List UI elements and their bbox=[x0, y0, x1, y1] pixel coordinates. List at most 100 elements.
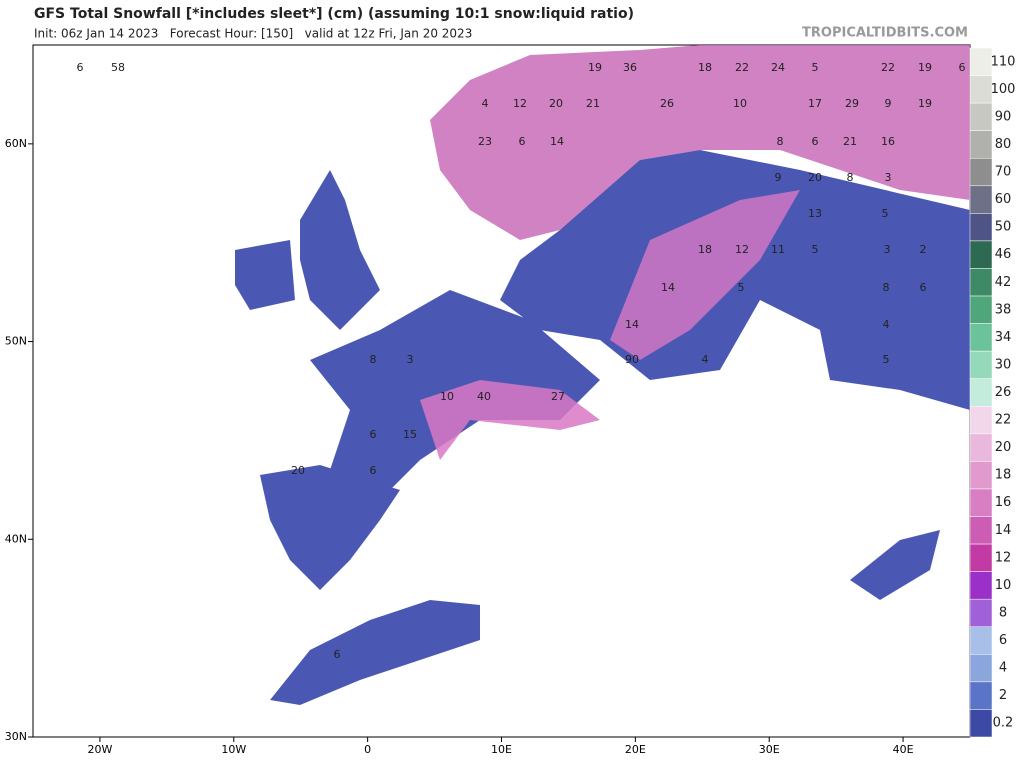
colorbar-cell bbox=[969, 543, 993, 572]
snow-amount: 27 bbox=[551, 390, 565, 403]
x-tick-label: 10E bbox=[491, 743, 512, 756]
colorbar-label: 8 bbox=[999, 605, 1007, 620]
colorbar-cell bbox=[969, 47, 993, 76]
snow-region bbox=[420, 380, 600, 460]
snow-amount: 15 bbox=[403, 428, 417, 441]
y-tick-label: 40N bbox=[5, 532, 27, 545]
colorbar-label: 6 bbox=[999, 633, 1007, 648]
snow-amount: 3 bbox=[407, 353, 414, 366]
colorbar-label: 14 bbox=[995, 523, 1012, 538]
colorbar-label: 4 bbox=[999, 661, 1007, 676]
snow-amount: 24 bbox=[771, 61, 785, 74]
snow-amount: 5 bbox=[882, 207, 889, 220]
snow-amount: 16 bbox=[881, 135, 895, 148]
colorbar-label: 100 bbox=[991, 82, 1016, 97]
colorbar-label: 60 bbox=[995, 192, 1012, 207]
snow-amount: 19 bbox=[918, 61, 932, 74]
colorbar-label: 10 bbox=[995, 578, 1012, 593]
snow-amount: 21 bbox=[843, 135, 857, 148]
colorbar-label: 110 bbox=[991, 54, 1016, 69]
snow-amount: 8 bbox=[847, 171, 854, 184]
snow-region bbox=[430, 45, 970, 240]
colorbar-label: 50 bbox=[995, 220, 1012, 235]
x-tick-label: 20E bbox=[625, 743, 646, 756]
snow-region bbox=[610, 190, 800, 360]
snow-amount: 18 bbox=[698, 243, 712, 256]
snow-amount: 8 bbox=[883, 281, 890, 294]
snow-amount: 12 bbox=[735, 243, 749, 256]
snow-amount: 6 bbox=[334, 648, 341, 661]
snow-amount: 9 bbox=[775, 171, 782, 184]
snow-amount: 23 bbox=[478, 135, 492, 148]
snow-amount: 26 bbox=[660, 97, 674, 110]
snow-amount: 8 bbox=[370, 353, 377, 366]
snow-amount: 29 bbox=[845, 97, 859, 110]
colorbar-cell bbox=[969, 157, 993, 187]
colorbar-label: 46 bbox=[995, 247, 1012, 262]
colorbar-label: 90 bbox=[995, 109, 1012, 124]
colorbar-cell bbox=[969, 213, 993, 242]
colorbar-cell bbox=[969, 350, 993, 379]
snow-amount: 6 bbox=[370, 464, 377, 477]
snow-amount: 10 bbox=[733, 97, 747, 110]
snow-amount: 4 bbox=[482, 97, 489, 110]
colorbar-label: 70 bbox=[995, 165, 1012, 180]
colorbar-cell bbox=[969, 75, 993, 104]
snow-amount: 20 bbox=[808, 171, 822, 184]
colorbar-label: 16 bbox=[995, 495, 1012, 510]
snow-amount: 6 bbox=[920, 281, 927, 294]
snow-amount: 11 bbox=[771, 243, 785, 256]
colorbar: 1101009080706050464238343026222018161412… bbox=[969, 47, 1016, 738]
x-tick-label: 10W bbox=[221, 743, 246, 756]
snow-amount: 12 bbox=[513, 97, 527, 110]
snow-amount: 36 bbox=[623, 61, 637, 74]
snow-amount: 22 bbox=[735, 61, 749, 74]
colorbar-label: 18 bbox=[995, 468, 1012, 483]
snow-region bbox=[260, 465, 400, 590]
snow-amount: 13 bbox=[808, 207, 822, 220]
snow-amount: 22 bbox=[881, 61, 895, 74]
colorbar-cell bbox=[969, 268, 993, 297]
snow-amount: 58 bbox=[111, 61, 125, 74]
snow-amount: 10 bbox=[440, 390, 454, 403]
axes: 20W 10W 0 10E 20E 30E 40E 30N 40N 50N 60N bbox=[5, 137, 914, 756]
colorbar-label: 22 bbox=[995, 413, 1012, 428]
snow-amount: 4 bbox=[883, 318, 890, 331]
colorbar-cell bbox=[969, 488, 993, 517]
snow-amount: 90 bbox=[625, 353, 639, 366]
snow-amount: 8 bbox=[777, 135, 784, 148]
snow-amount: 14 bbox=[550, 135, 564, 148]
colorbar-cell bbox=[969, 516, 993, 545]
snow-amount: 20 bbox=[291, 464, 305, 477]
snow-region bbox=[300, 170, 380, 330]
colorbar-cell bbox=[969, 406, 993, 435]
snow-amount: 14 bbox=[661, 281, 675, 294]
colorbar-cell bbox=[969, 571, 993, 600]
colorbar-label: 30 bbox=[995, 357, 1012, 372]
colorbar-label: 2 bbox=[999, 688, 1007, 703]
colorbar-cell bbox=[969, 102, 993, 131]
snow-amount: 5 bbox=[812, 243, 819, 256]
colorbar-cell bbox=[969, 323, 993, 352]
colorbar-cell bbox=[969, 295, 993, 324]
title: GFS Total Snowfall [*includes sleet*] (c… bbox=[34, 6, 634, 22]
snow-amount: 6 bbox=[959, 61, 966, 74]
colorbar-cell bbox=[969, 433, 993, 462]
snow-amount: 5 bbox=[883, 353, 890, 366]
snow-region bbox=[850, 530, 940, 600]
snow-amount: 9 bbox=[885, 97, 892, 110]
snow-amount: 19 bbox=[588, 61, 602, 74]
colorbar-label: 20 bbox=[995, 440, 1012, 455]
snow-region bbox=[270, 600, 480, 705]
x-tick-label: 20W bbox=[87, 743, 112, 756]
colorbar-cell bbox=[969, 461, 993, 490]
snow-amount: 21 bbox=[586, 97, 600, 110]
colorbar-label: 80 bbox=[995, 137, 1012, 152]
colorbar-cell bbox=[969, 654, 993, 683]
colorbar-cell bbox=[969, 240, 993, 269]
snow-amount: 6 bbox=[519, 135, 526, 148]
snow-amount: 6 bbox=[370, 428, 377, 441]
